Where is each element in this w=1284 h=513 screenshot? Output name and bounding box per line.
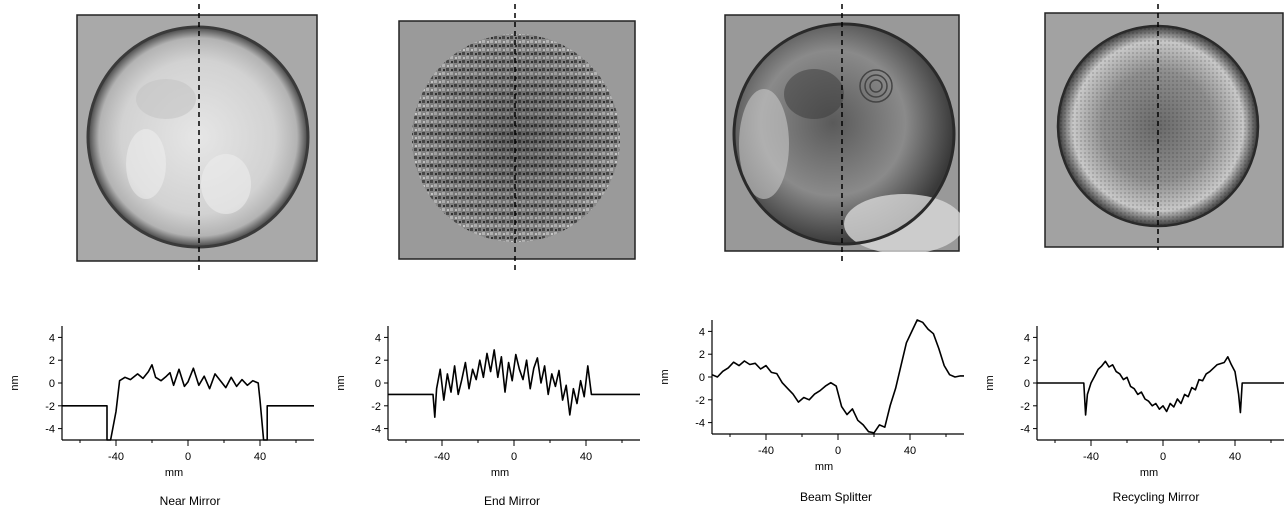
y-tick-label: 0 (1024, 378, 1030, 390)
x-tick-label: 0 (185, 451, 191, 463)
y-tick-label: -4 (695, 418, 705, 430)
profile-line (388, 349, 640, 418)
section-line (198, 4, 200, 270)
y-tick-label: 2 (375, 355, 381, 367)
profile-plot-end-mirror: 4 2 0 -2 -4 -40 0 40 mm nm (326, 318, 646, 488)
x-axis-label: mm (1140, 467, 1158, 479)
plot-svg: 4 2 0 -2 -4 -40 0 40 mm nm (984, 326, 1284, 479)
y-tick-label: -4 (371, 424, 381, 436)
x-tick-label: -40 (758, 445, 774, 457)
x-tick-label: 40 (904, 445, 916, 457)
profile-plot-recycling-mirror: 4 2 0 -2 -4 -40 0 40 mm nm (975, 318, 1284, 488)
y-tick-label: -4 (45, 424, 55, 436)
y-axis-label: nm (984, 375, 996, 390)
y-axis-label: nm (659, 369, 671, 384)
x-tick-label: 0 (1160, 451, 1166, 463)
y-axis-label: nm (9, 375, 21, 390)
x-axis-label: mm (491, 467, 509, 479)
x-axis-label: mm (165, 467, 183, 479)
caption-near-mirror: Near Mirror (159, 494, 221, 508)
end-mirror-image (398, 20, 636, 260)
y-tick-label: 4 (49, 332, 55, 344)
section-line (1157, 4, 1159, 250)
profile-plot-beam-splitter: 4 2 0 -2 -4 -40 0 40 mm nm (650, 312, 970, 482)
y-tick-label: 2 (699, 349, 705, 361)
y-tick-label: -2 (371, 401, 381, 413)
y-tick-label: 2 (1024, 355, 1030, 367)
profile-line (711, 319, 964, 434)
profile-line (62, 363, 314, 441)
caption-end-mirror: End Mirror (483, 494, 540, 508)
x-tick-label: 0 (511, 451, 517, 463)
section-line (514, 4, 516, 270)
recycling-mirror-image (1044, 12, 1284, 248)
x-tick-label: 40 (1229, 451, 1241, 463)
x-axis-label: mm (815, 461, 833, 473)
y-tick-label: -2 (1020, 401, 1030, 413)
plot-svg: 4 2 0 -2 -4 -40 0 40 mm nm (9, 326, 314, 479)
y-tick-label: 0 (699, 372, 705, 384)
y-axis-label: nm (335, 375, 347, 390)
y-tick-label: -2 (45, 401, 55, 413)
plot-svg: 4 2 0 -2 -4 -40 0 40 mm nm (335, 326, 640, 479)
y-tick-label: 2 (49, 355, 55, 367)
x-tick-label: 0 (835, 445, 841, 457)
near-mirror-image (76, 14, 318, 262)
caption-beam-splitter: Beam Splitter (799, 490, 873, 504)
plot-svg: 4 2 0 -2 -4 -40 0 40 mm nm (659, 319, 964, 473)
profile-plot-near-mirror: 4 2 0 -2 -4 -40 0 40 mm nm (0, 318, 320, 488)
y-tick-label: 4 (699, 326, 705, 338)
x-tick-label: -40 (434, 451, 450, 463)
y-tick-label: 0 (375, 378, 381, 390)
y-tick-label: -4 (1020, 424, 1030, 436)
x-tick-label: 40 (580, 451, 592, 463)
x-tick-label: -40 (108, 451, 124, 463)
y-tick-label: 0 (49, 378, 55, 390)
y-tick-label: 4 (375, 332, 381, 344)
y-tick-label: 4 (1024, 332, 1030, 344)
x-tick-label: -40 (1083, 451, 1099, 463)
caption-recycling-mirror: Recycling Mirror (1112, 490, 1200, 504)
profile-line (1037, 355, 1284, 416)
x-tick-label: 40 (254, 451, 266, 463)
section-line (841, 4, 843, 262)
y-tick-label: -2 (695, 395, 705, 407)
